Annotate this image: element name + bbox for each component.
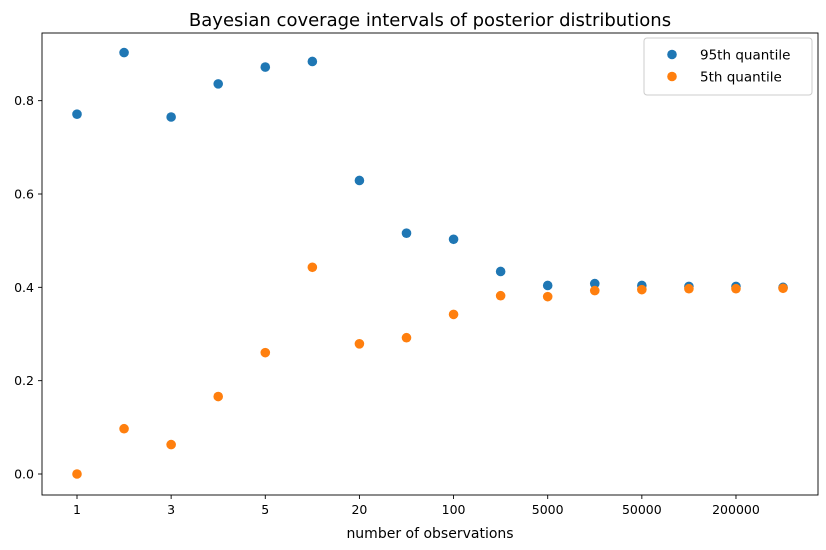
data-point <box>166 112 176 122</box>
y-tick-label: 0.0 <box>14 467 34 482</box>
data-point <box>354 175 365 186</box>
legend-frame <box>643 37 813 96</box>
data-point <box>307 56 318 67</box>
legend-label: 5th quantile <box>700 70 782 86</box>
data-point <box>495 266 506 277</box>
data-point <box>401 332 412 343</box>
data-point <box>166 439 176 450</box>
x-tick-label: 100 <box>442 502 466 517</box>
data-points <box>72 47 788 479</box>
data-point <box>589 278 600 289</box>
data-point <box>72 469 82 479</box>
data-point <box>778 283 788 294</box>
legend-marker <box>667 71 677 82</box>
data-point <box>731 283 741 294</box>
y-tick-label: 0.2 <box>14 373 34 388</box>
legend-marker <box>667 49 677 60</box>
x-tick-label: 1 <box>73 502 81 517</box>
data-point <box>307 262 318 273</box>
y-tick-label: 0.8 <box>14 93 34 108</box>
data-point <box>213 391 224 402</box>
plot-area <box>41 32 819 496</box>
data-point <box>119 423 129 434</box>
series-2 <box>72 262 788 479</box>
data-point <box>354 339 365 349</box>
data-point <box>119 47 129 58</box>
data-point <box>542 291 553 302</box>
data-point <box>542 280 553 291</box>
x-tick-label: 20 <box>351 502 367 517</box>
x-axis-label: number of observations <box>346 526 513 542</box>
x-axis: 1 3 5 20 100 5000 50000 200000 <box>73 495 760 517</box>
data-point <box>448 309 459 320</box>
chart-title: Bayesian coverage intervals of posterior… <box>189 10 671 31</box>
data-point <box>213 79 224 89</box>
legend: 95th quantile 5th quantile <box>643 37 813 96</box>
x-tick-label: 5 <box>261 502 269 517</box>
legend-label: 95th quantile <box>700 48 790 64</box>
data-point <box>72 109 82 119</box>
x-tick-label: 200000 <box>712 502 760 517</box>
data-point <box>589 285 600 296</box>
data-point <box>684 283 694 294</box>
y-tick-label: 0.4 <box>14 280 34 295</box>
data-point <box>495 290 506 301</box>
data-point <box>401 228 412 238</box>
data-point <box>260 62 271 72</box>
data-point <box>448 234 459 245</box>
x-tick-label: 5000 <box>532 502 564 517</box>
data-point <box>637 284 647 295</box>
x-tick-label: 3 <box>167 502 175 517</box>
y-axis: 0.0 0.2 0.4 0.6 0.8 <box>14 93 42 482</box>
x-tick-label: 50000 <box>622 502 662 517</box>
data-point <box>260 347 271 358</box>
y-tick-label: 0.6 <box>14 187 34 202</box>
